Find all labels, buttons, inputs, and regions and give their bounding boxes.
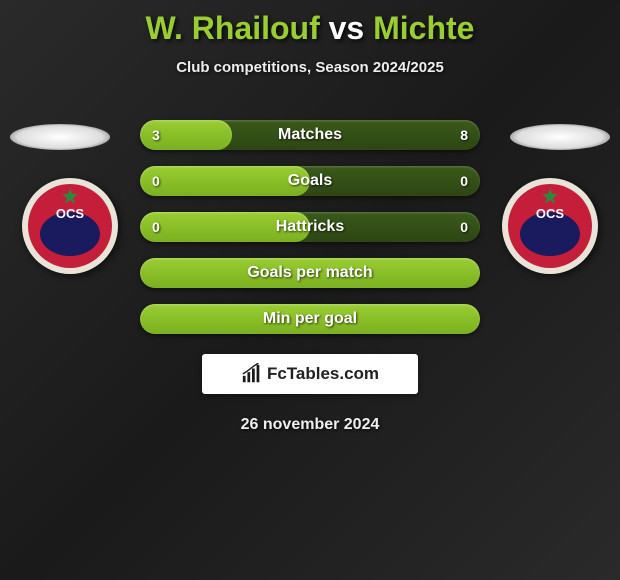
stat-row: 0 Hattricks 0: [140, 212, 480, 242]
comparison-arena: OCS OCS 3 Matches 8 0 Goals 0 0 Hattricks 0 Goals…: [0, 106, 620, 336]
stat-label: Goals: [288, 172, 332, 190]
stat-fill: [140, 166, 310, 196]
club-badge-icon: OCS: [20, 176, 120, 276]
chart-icon: [241, 363, 263, 385]
player1-shadow: [10, 124, 110, 150]
player2-shadow: [510, 124, 610, 150]
stat-label: Matches: [278, 126, 342, 144]
date-label: 26 november 2024: [0, 416, 620, 434]
stat-left-value: 0: [152, 173, 160, 189]
stat-right-value: 8: [460, 127, 468, 143]
stat-row: Goals per match: [140, 258, 480, 288]
player1-club-badge: OCS: [20, 176, 120, 276]
stat-label: Goals per match: [247, 264, 372, 282]
stat-right-value: 0: [460, 219, 468, 235]
stat-label: Hattricks: [276, 218, 344, 236]
stat-right-value: 0: [460, 173, 468, 189]
svg-text:OCS: OCS: [56, 206, 85, 221]
stat-left-value: 3: [152, 127, 160, 143]
player2-club-badge: OCS: [500, 176, 600, 276]
vs-text: vs: [329, 10, 365, 46]
stats-container: 3 Matches 8 0 Goals 0 0 Hattricks 0 Goals per mat…: [140, 120, 480, 350]
attribution-badge: FcTables.com: [202, 354, 418, 394]
stat-row: 0 Goals 0: [140, 166, 480, 196]
club-badge-icon: OCS: [500, 176, 600, 276]
attribution-text: FcTables.com: [267, 364, 379, 384]
stat-label: Min per goal: [263, 310, 357, 328]
svg-text:OCS: OCS: [536, 206, 565, 221]
stat-row: 3 Matches 8: [140, 120, 480, 150]
player1-name: W. Rhailouf: [146, 10, 320, 46]
player2-name: Michte: [373, 10, 474, 46]
stat-left-value: 0: [152, 219, 160, 235]
subtitle: Club competitions, Season 2024/2025: [0, 59, 620, 76]
stat-row: Min per goal: [140, 304, 480, 334]
comparison-title: W. Rhailouf vs Michte: [0, 0, 620, 47]
